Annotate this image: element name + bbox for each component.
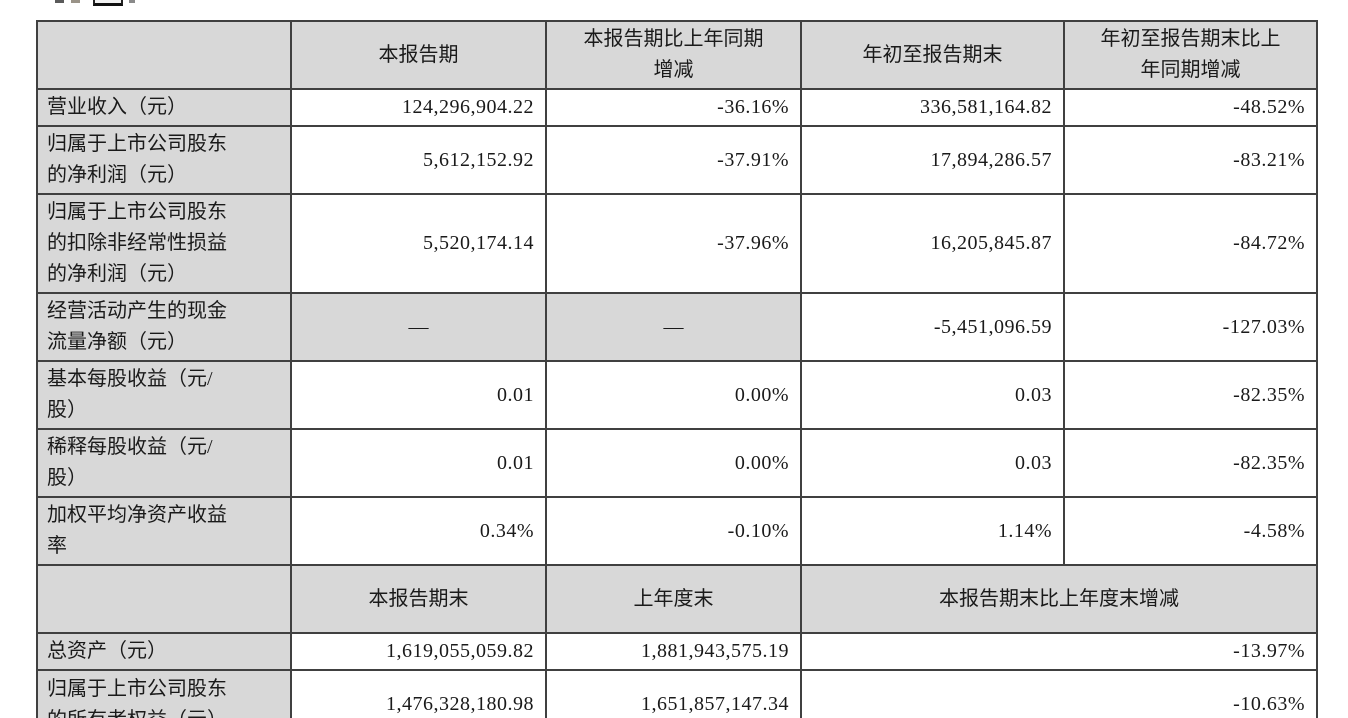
cutoff-icon-fragment	[93, 0, 123, 6]
header-ytd: 年初至报告期末	[800, 20, 1065, 90]
cell-current: 0.34%	[290, 496, 547, 566]
cell-ytd-change: -83.21%	[1063, 125, 1318, 195]
row-label: 归属于上市公司股东 的净利润（元）	[36, 125, 292, 195]
cell-ytd-change: -127.03%	[1063, 292, 1318, 362]
cell-ytd: 17,894,286.57	[800, 125, 1065, 195]
row-label: 稀释每股收益（元/ 股）	[36, 428, 292, 498]
table-row-net-profit: 归属于上市公司股东 的净利润（元） 5,612,152.92 -37.91% 1…	[36, 125, 1318, 195]
cutoff-text-fragment	[129, 0, 135, 3]
cell-ytd: 0.03	[800, 360, 1065, 430]
table-row-operating-cash-flow: 经营活动产生的现金 流量净额（元） — — -5,451,096.59 -127…	[36, 292, 1318, 362]
cell-prev-year-end: 1,881,943,575.19	[545, 632, 802, 671]
cell-current-change-dash: —	[545, 292, 802, 362]
financial-summary-table: 本报告期 本报告期比上年同期 增减 年初至报告期末 年初至报告期末比上 年同期增…	[36, 20, 1318, 718]
table-row-net-profit-excl-nonrecurring: 归属于上市公司股东 的扣除非经常性损益 的净利润（元） 5,520,174.14…	[36, 193, 1318, 294]
cell-current-dash: —	[290, 292, 547, 362]
header-empty-cell	[36, 564, 292, 634]
cell-ytd: 16,205,845.87	[800, 193, 1065, 294]
header-prev-year-end: 上年度末	[545, 564, 802, 634]
cell-current: 0.01	[290, 360, 547, 430]
cell-current: 124,296,904.22	[290, 88, 547, 127]
cell-current-change: -36.16%	[545, 88, 802, 127]
header-period-end: 本报告期末	[290, 564, 547, 634]
cutoff-text-fragment	[71, 0, 80, 3]
table-row-basic-eps: 基本每股收益（元/ 股） 0.01 0.00% 0.03 -82.35%	[36, 360, 1318, 430]
cell-ytd-change: -4.58%	[1063, 496, 1318, 566]
cell-current: 5,612,152.92	[290, 125, 547, 195]
table-row-weighted-avg-roe: 加权平均净资产收益 率 0.34% -0.10% 1.14% -4.58%	[36, 496, 1318, 566]
row-label: 归属于上市公司股东 的扣除非经常性损益 的净利润（元）	[36, 193, 292, 294]
cell-change: -10.63%	[800, 669, 1318, 718]
cell-current: 5,520,174.14	[290, 193, 547, 294]
cell-ytd: 336,581,164.82	[800, 88, 1065, 127]
row-label: 归属于上市公司股东 的所有者权益（元）	[36, 669, 292, 718]
cell-prev-year-end: 1,651,857,147.34	[545, 669, 802, 718]
cell-current-change: -37.91%	[545, 125, 802, 195]
row-label: 加权平均净资产收益 率	[36, 496, 292, 566]
cell-ytd-change: -82.35%	[1063, 360, 1318, 430]
cell-current-change: -37.96%	[545, 193, 802, 294]
cell-current-change: 0.00%	[545, 428, 802, 498]
header-ytd-change: 年初至报告期末比上 年同期增减	[1063, 20, 1318, 90]
cell-period-end: 1,619,055,059.82	[290, 632, 547, 671]
cell-current-change: 0.00%	[545, 360, 802, 430]
table-row-diluted-eps: 稀释每股收益（元/ 股） 0.01 0.00% 0.03 -82.35%	[36, 428, 1318, 498]
header-empty-cell	[36, 20, 292, 90]
row-label: 经营活动产生的现金 流量净额（元）	[36, 292, 292, 362]
cell-ytd: 0.03	[800, 428, 1065, 498]
section1-header-row: 本报告期 本报告期比上年同期 增减 年初至报告期末 年初至报告期末比上 年同期增…	[36, 20, 1318, 90]
cell-current-change: -0.10%	[545, 496, 802, 566]
cutoff-text-fragment	[55, 0, 64, 3]
cell-ytd: 1.14%	[800, 496, 1065, 566]
cell-ytd-change: -82.35%	[1063, 428, 1318, 498]
row-label: 基本每股收益（元/ 股）	[36, 360, 292, 430]
header-period-end-change: 本报告期末比上年度末增减	[800, 564, 1318, 634]
cell-change: -13.97%	[800, 632, 1318, 671]
cell-ytd-change: -48.52%	[1063, 88, 1318, 127]
section2-header-row: 本报告期末 上年度末 本报告期末比上年度末增减	[36, 564, 1318, 634]
cell-current: 0.01	[290, 428, 547, 498]
cell-ytd-change: -84.72%	[1063, 193, 1318, 294]
table-row-total-assets: 总资产（元） 1,619,055,059.82 1,881,943,575.19…	[36, 632, 1318, 671]
header-current-period: 本报告期	[290, 20, 547, 90]
row-label: 总资产（元）	[36, 632, 292, 671]
cell-ytd: -5,451,096.59	[800, 292, 1065, 362]
row-label: 营业收入（元）	[36, 88, 292, 127]
cell-period-end: 1,476,328,180.98	[290, 669, 547, 718]
table-row-shareholders-equity: 归属于上市公司股东 的所有者权益（元） 1,476,328,180.98 1,6…	[36, 669, 1318, 718]
table-row-revenue: 营业收入（元） 124,296,904.22 -36.16% 336,581,1…	[36, 88, 1318, 127]
header-current-period-change: 本报告期比上年同期 增减	[545, 20, 802, 90]
